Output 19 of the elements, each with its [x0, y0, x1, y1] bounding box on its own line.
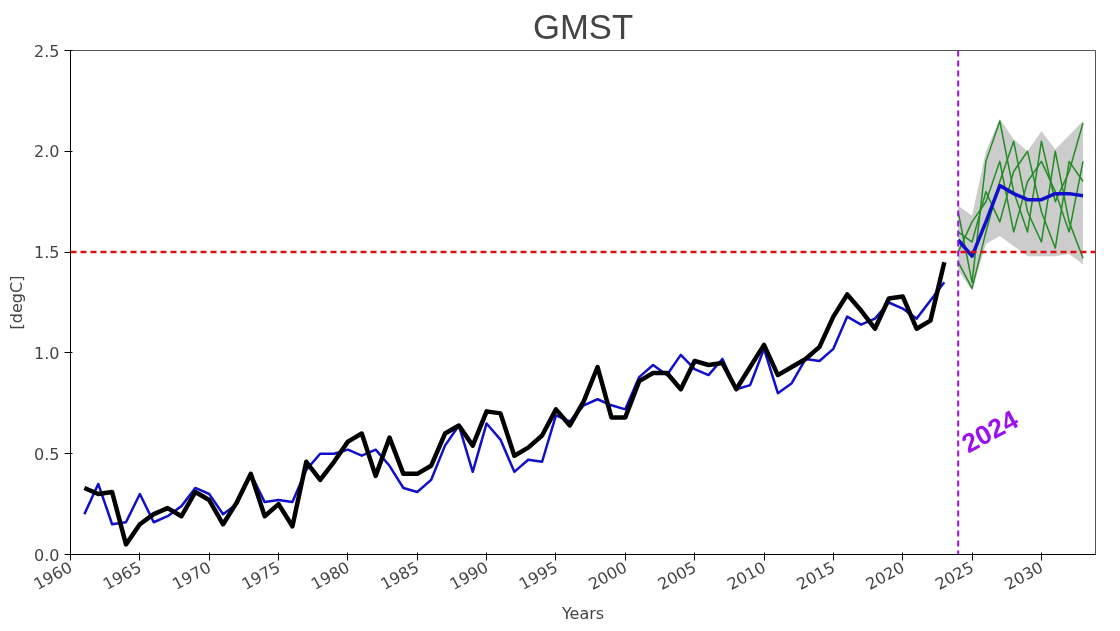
- y-tick-label: 1.5: [34, 243, 60, 263]
- x-axis-title: Years: [560, 603, 605, 623]
- line-series: [82, 259, 947, 547]
- line-series: [956, 183, 1085, 258]
- x-tick-label: 1980: [307, 557, 353, 594]
- chart-title: GMST: [532, 7, 634, 46]
- x-tick-label: 1970: [169, 557, 214, 594]
- x-tick-label: 1965: [99, 557, 145, 594]
- x-tick-label: 1995: [515, 557, 561, 594]
- y-tick-label: 0.5: [34, 444, 60, 464]
- x-tick-label: 1975: [238, 557, 284, 594]
- y-tick-label: 1.0: [34, 343, 60, 363]
- x-tick-label: 1985: [377, 557, 423, 594]
- ref-line-label: 2024: [956, 404, 1024, 459]
- y-tick-label: 2.5: [34, 41, 60, 61]
- y-tick-label: 2.0: [34, 142, 60, 162]
- x-tick-label: 1990: [446, 557, 492, 594]
- y-tick-label: 0.0: [34, 545, 60, 565]
- y-axis-title: [degC]: [7, 275, 27, 330]
